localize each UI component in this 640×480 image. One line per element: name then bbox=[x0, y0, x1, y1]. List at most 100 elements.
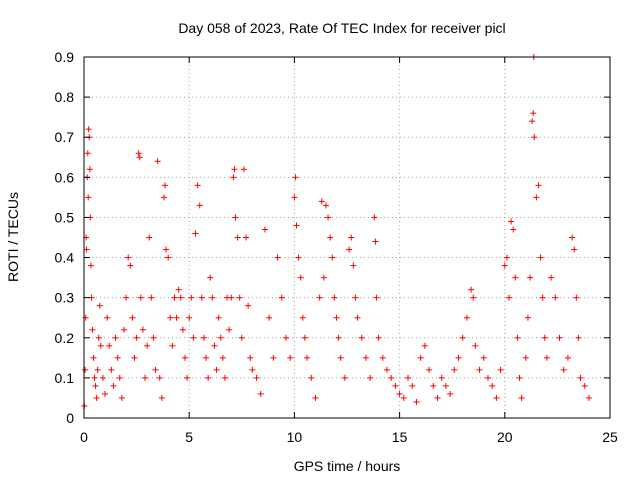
data-point bbox=[539, 294, 546, 301]
data-point bbox=[175, 286, 182, 293]
data-point bbox=[459, 334, 466, 341]
data-point bbox=[165, 254, 172, 261]
data-point bbox=[373, 294, 380, 301]
data-point bbox=[179, 326, 186, 333]
data-point bbox=[108, 366, 115, 373]
data-point bbox=[367, 374, 374, 381]
data-point bbox=[94, 366, 101, 373]
data-point bbox=[301, 334, 308, 341]
data-point bbox=[114, 354, 121, 361]
data-point bbox=[95, 334, 102, 341]
data-point bbox=[510, 226, 517, 233]
data-point bbox=[249, 366, 256, 373]
data-point bbox=[282, 334, 289, 341]
data-point bbox=[83, 246, 90, 253]
data-point bbox=[156, 374, 163, 381]
x-tick-label: 20 bbox=[497, 429, 513, 445]
data-point bbox=[230, 174, 237, 181]
data-point bbox=[358, 334, 365, 341]
data-point bbox=[299, 314, 306, 321]
chart-title: Day 058 of 2023, Rate Of TEC Index for r… bbox=[178, 20, 505, 36]
data-point bbox=[506, 294, 513, 301]
data-point bbox=[118, 394, 125, 401]
data-point bbox=[93, 394, 100, 401]
plot-frame bbox=[83, 56, 611, 419]
data-point bbox=[518, 394, 525, 401]
data-point bbox=[196, 202, 203, 209]
data-point bbox=[322, 202, 329, 209]
data-point bbox=[543, 354, 550, 361]
data-point bbox=[238, 334, 245, 341]
data-point bbox=[85, 194, 92, 201]
data-point bbox=[371, 214, 378, 221]
data-point bbox=[564, 354, 571, 361]
data-point bbox=[232, 214, 239, 221]
data-point bbox=[354, 314, 361, 321]
data-point bbox=[87, 262, 94, 269]
y-tick-label: 0 bbox=[66, 410, 74, 426]
data-point bbox=[442, 382, 449, 389]
data-point bbox=[194, 182, 201, 189]
data-point bbox=[573, 294, 580, 301]
data-point bbox=[226, 326, 233, 333]
data-point bbox=[135, 150, 142, 157]
data-point bbox=[278, 294, 285, 301]
data-point bbox=[480, 354, 487, 361]
data-point bbox=[530, 110, 537, 117]
y-tick-label: 0.2 bbox=[55, 330, 75, 346]
data-point bbox=[331, 294, 338, 301]
data-point bbox=[171, 294, 178, 301]
data-point bbox=[396, 390, 403, 397]
data-point bbox=[308, 374, 315, 381]
data-point bbox=[341, 374, 348, 381]
data-point bbox=[188, 294, 195, 301]
data-point bbox=[335, 334, 342, 341]
y-tick-label: 0.1 bbox=[55, 370, 75, 386]
data-point bbox=[575, 334, 582, 341]
data-point bbox=[236, 294, 243, 301]
data-point bbox=[527, 274, 534, 281]
data-point bbox=[372, 238, 379, 245]
data-point bbox=[535, 182, 542, 189]
data-point bbox=[162, 182, 169, 189]
data-point bbox=[125, 254, 132, 261]
data-point bbox=[245, 302, 252, 309]
data-point bbox=[484, 374, 491, 381]
data-point bbox=[512, 274, 519, 281]
data-point bbox=[531, 134, 538, 141]
data-point bbox=[243, 234, 250, 241]
data-point bbox=[421, 342, 428, 349]
y-axis-label: ROTI / TECUs bbox=[5, 192, 21, 282]
data-point bbox=[207, 274, 214, 281]
data-point bbox=[352, 294, 359, 301]
data-point bbox=[203, 354, 210, 361]
x-tick-label: 5 bbox=[185, 429, 193, 445]
data-point bbox=[417, 354, 424, 361]
data-point bbox=[99, 374, 106, 381]
data-point bbox=[434, 394, 441, 401]
data-point bbox=[184, 374, 191, 381]
data-point bbox=[219, 354, 226, 361]
data-point bbox=[169, 342, 176, 349]
data-point bbox=[392, 382, 399, 389]
y-tick-label: 0.9 bbox=[55, 49, 75, 65]
data-point bbox=[198, 294, 205, 301]
data-point bbox=[362, 354, 369, 361]
data-point bbox=[158, 394, 165, 401]
data-point bbox=[274, 254, 281, 261]
data-point bbox=[120, 326, 127, 333]
data-point bbox=[537, 254, 544, 261]
data-point bbox=[297, 274, 304, 281]
data-point bbox=[508, 218, 515, 225]
data-point bbox=[106, 342, 113, 349]
data-point bbox=[501, 262, 508, 269]
data-point bbox=[293, 222, 300, 229]
data-point bbox=[304, 354, 311, 361]
data-point bbox=[556, 334, 563, 341]
data-point bbox=[312, 394, 319, 401]
data-point bbox=[327, 234, 334, 241]
data-point bbox=[295, 254, 302, 261]
data-point bbox=[337, 354, 344, 361]
data-point bbox=[581, 382, 588, 389]
